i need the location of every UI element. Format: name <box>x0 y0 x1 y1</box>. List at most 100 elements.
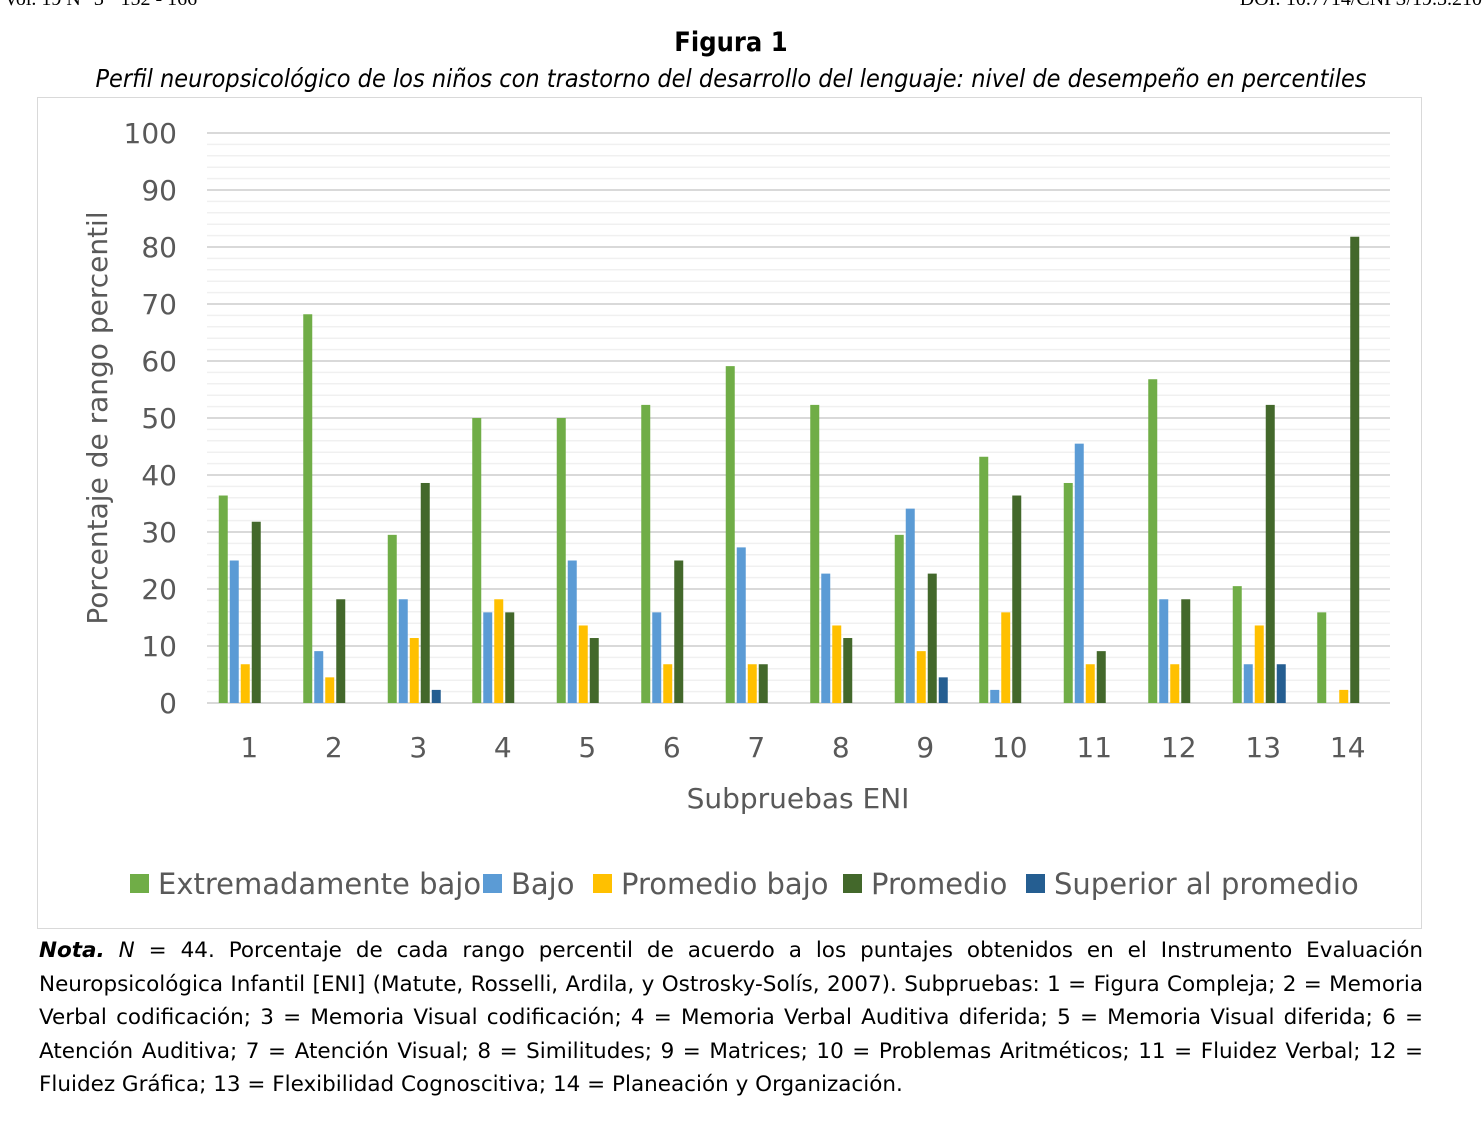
bar-extremadamente-bajo <box>1232 586 1242 703</box>
bar-promedio-bajo <box>1001 612 1011 703</box>
bar-superior-al-promedio <box>431 689 441 703</box>
x-tick-label: 7 <box>747 731 765 764</box>
bar-bajo <box>314 651 324 703</box>
bar-bajo <box>990 689 1000 703</box>
legend-label: Promedio <box>871 867 1007 901</box>
bar-promedio <box>1181 599 1191 703</box>
x-tick-label: 3 <box>409 731 427 764</box>
chart-frame <box>37 97 1422 929</box>
bar-promedio-bajo <box>409 638 419 703</box>
y-axis-title: Porcentaje de rango percentil <box>81 211 114 624</box>
y-tick-label: 40 <box>141 459 177 492</box>
bar-promedio <box>505 612 515 703</box>
bar-promedio <box>1350 236 1360 704</box>
y-tick-label: 10 <box>141 630 177 663</box>
legend-swatch <box>483 874 502 893</box>
x-tick-label: 13 <box>1245 731 1281 764</box>
bar-promedio <box>1012 495 1022 703</box>
legend-label: Extremadamente bajo <box>158 867 481 901</box>
bar-promedio-bajo <box>1254 625 1264 703</box>
bar-promedio-bajo <box>240 664 250 703</box>
y-tick-label: 60 <box>141 345 177 378</box>
bar-promedio <box>758 664 768 703</box>
bar-bajo <box>1243 664 1253 703</box>
x-tick-label: 5 <box>578 731 596 764</box>
bar-bajo <box>229 560 239 703</box>
y-tick-label: 80 <box>141 231 177 264</box>
legend-swatch <box>130 874 149 893</box>
bar-promedio <box>589 638 599 703</box>
bar-promedio-bajo <box>663 664 673 703</box>
bar-extremadamente-bajo <box>1063 482 1073 703</box>
figure-title: Perfil neuropsicológico de los niños con… <box>95 64 1367 93</box>
legend-label: Superior al promedio <box>1054 867 1359 901</box>
bar-bajo <box>905 508 915 703</box>
x-tick-label: 1 <box>240 731 258 764</box>
bar-extremadamente-bajo <box>725 366 735 703</box>
bar-promedio-bajo <box>494 599 504 703</box>
bar-promedio <box>674 560 684 703</box>
bar-bajo <box>567 560 577 703</box>
bar-bajo <box>736 547 746 703</box>
header-doi: DOI: 10.7714/CNPS/19.3.210 <box>1240 0 1482 11</box>
header-volume: Vol. 19 N° 3 · 152 - 166 <box>4 0 197 11</box>
bar-bajo <box>821 573 831 703</box>
bar-promedio-bajo <box>1170 664 1180 703</box>
figure-label: Figura 1 <box>674 27 788 58</box>
bar-bajo <box>652 612 662 703</box>
bar-extremadamente-bajo <box>810 404 820 703</box>
x-tick-label: 8 <box>832 731 850 764</box>
x-tick-label: 12 <box>1161 731 1197 764</box>
x-tick-label: 10 <box>992 731 1028 764</box>
bar-promedio <box>336 599 346 703</box>
x-tick-label: 11 <box>1076 731 1112 764</box>
bar-promedio <box>927 573 937 703</box>
bar-promedio-bajo <box>747 664 757 703</box>
x-tick-label: 9 <box>916 731 934 764</box>
bar-bajo <box>398 599 408 703</box>
bar-extremadamente-bajo <box>641 404 651 703</box>
bar-bajo <box>483 612 493 703</box>
bar-promedio <box>1096 651 1106 703</box>
note-text: = 44. Porcentaje de cada rango percentil… <box>39 938 1423 1098</box>
bar-extremadamente-bajo <box>894 534 904 703</box>
x-tick-label: 6 <box>663 731 681 764</box>
x-tick-label: 14 <box>1330 731 1366 764</box>
bar-promedio-bajo <box>578 625 588 703</box>
figure-note: Nota. N = 44. Porcentaje de cada rango p… <box>39 934 1423 1102</box>
y-tick-label: 0 <box>159 687 177 720</box>
x-tick-label: 2 <box>325 731 343 764</box>
bar-extremadamente-bajo <box>303 314 313 703</box>
note-n: N <box>118 938 135 963</box>
bar-promedio <box>420 482 430 703</box>
bar-bajo <box>1074 443 1084 703</box>
bar-promedio-bajo <box>916 651 926 703</box>
x-tick-label: 4 <box>494 731 512 764</box>
bar-extremadamente-bajo <box>979 456 989 703</box>
bar-promedio-bajo <box>832 625 842 703</box>
bar-promedio-bajo <box>1085 664 1095 703</box>
bar-superior-al-promedio <box>1276 664 1286 703</box>
bar-promedio-bajo <box>1339 689 1349 703</box>
legend-swatch <box>1026 874 1045 893</box>
legend-swatch <box>843 874 862 893</box>
x-axis-title: Subpruebas ENI <box>687 782 910 815</box>
legend-label: Bajo <box>511 867 574 901</box>
note-label: Nota. <box>39 938 105 963</box>
y-tick-label: 70 <box>141 288 177 321</box>
bar-superior-al-promedio <box>938 677 948 703</box>
bar-promedio <box>1265 404 1275 703</box>
bar-extremadamente-bajo <box>556 418 566 703</box>
y-tick-label: 30 <box>141 516 177 549</box>
y-tick-label: 90 <box>141 174 177 207</box>
bar-extremadamente-bajo <box>1148 379 1158 703</box>
bar-promedio <box>251 521 261 703</box>
y-tick-label: 100 <box>124 117 177 150</box>
legend-label: Promedio bajo <box>621 867 829 901</box>
y-tick-label: 20 <box>141 573 177 606</box>
bar-extremadamente-bajo <box>387 534 397 703</box>
bar-promedio <box>843 638 853 703</box>
legend-swatch <box>593 874 612 893</box>
bar-bajo <box>1159 599 1169 703</box>
